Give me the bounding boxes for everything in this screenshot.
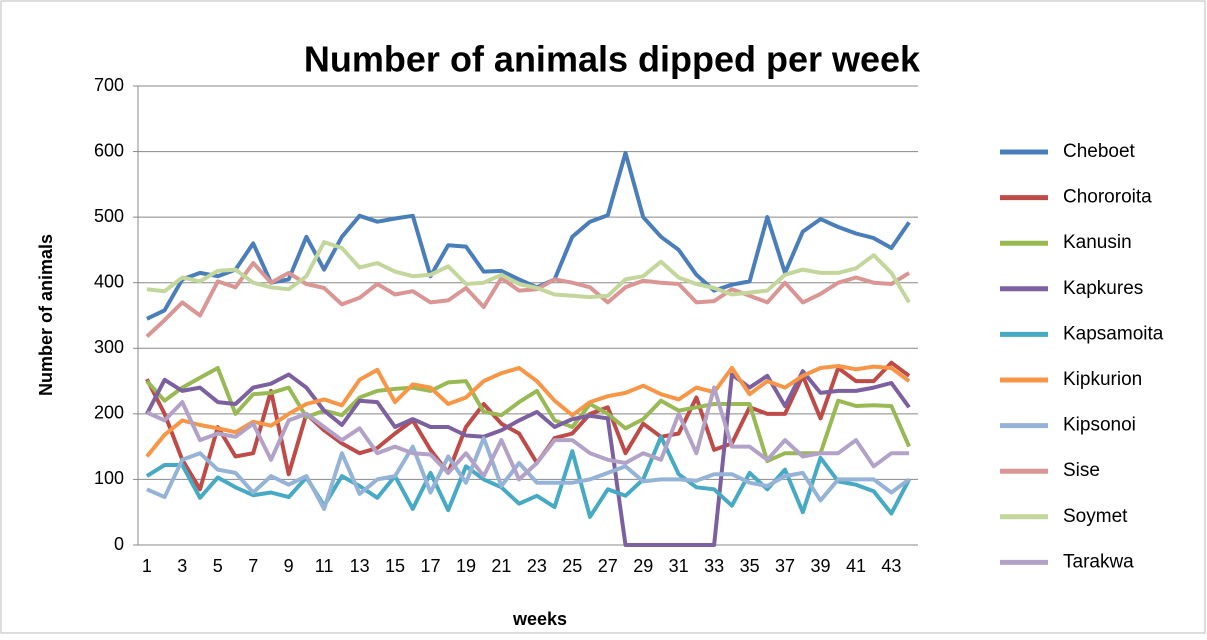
y-axis-label: Number of animals [36, 234, 56, 396]
series-line [145, 369, 911, 547]
series-line [146, 385, 910, 482]
y-tick-label: 100 [94, 468, 124, 488]
x-tick-label: 5 [213, 556, 223, 576]
legend-label: Tarakwa [1063, 551, 1134, 572]
legend-label: Kipsonoi [1063, 415, 1136, 436]
x-tick-label: 33 [704, 556, 724, 576]
x-tick-label: 3 [177, 556, 187, 576]
x-tick-label: 21 [491, 556, 511, 576]
legend-label: Kapsamoita [1063, 323, 1164, 344]
legend-label: Chororoita [1063, 187, 1152, 208]
x-tick-label: 15 [385, 556, 405, 576]
x-tick-label: 29 [633, 556, 653, 576]
y-tick-label: 700 [94, 75, 124, 95]
y-tick-label: 300 [94, 337, 124, 357]
legend-label: Sise [1063, 460, 1100, 481]
series-line [145, 261, 911, 338]
y-tick-label: 500 [94, 206, 124, 226]
x-tick-label: 9 [284, 556, 294, 576]
x-tick-label: 23 [527, 556, 547, 576]
x-tick-label: 41 [846, 556, 866, 576]
x-tick-label: 27 [598, 556, 618, 576]
series-line [146, 240, 911, 304]
chart-title: Number of animals dipped per week [304, 39, 921, 80]
x-tick-label: 35 [740, 556, 760, 576]
legend-label: Kipkurion [1063, 369, 1142, 390]
series-line [145, 364, 911, 458]
x-tick-label: 43 [881, 556, 901, 576]
x-tick-label: 11 [315, 556, 334, 576]
series-line [145, 360, 911, 492]
series-line [145, 434, 911, 519]
x-tick-label: 17 [420, 556, 440, 576]
legend-label: Soymet [1063, 506, 1128, 527]
legend-label: Kanusin [1063, 232, 1132, 253]
x-tick-label: 19 [456, 556, 476, 576]
y-tick-label: 200 [94, 403, 124, 423]
y-tick-label: 400 [94, 271, 124, 291]
x-axis-label: weeks [512, 609, 567, 629]
x-tick-label: 39 [810, 556, 830, 576]
y-tick-label: 600 [94, 140, 124, 160]
y-tick-label: 0 [114, 534, 124, 554]
x-tick-label: 37 [775, 556, 795, 576]
x-tick-label: 7 [248, 556, 258, 576]
legend-label: Kapkures [1063, 278, 1143, 299]
x-tick-label: 13 [350, 556, 370, 576]
x-tick-label: 31 [669, 556, 689, 576]
x-tick-label: 1 [142, 556, 152, 576]
x-tick-label: 25 [562, 556, 582, 576]
series-line [145, 366, 911, 464]
legend-label: Cheboet [1063, 141, 1136, 162]
